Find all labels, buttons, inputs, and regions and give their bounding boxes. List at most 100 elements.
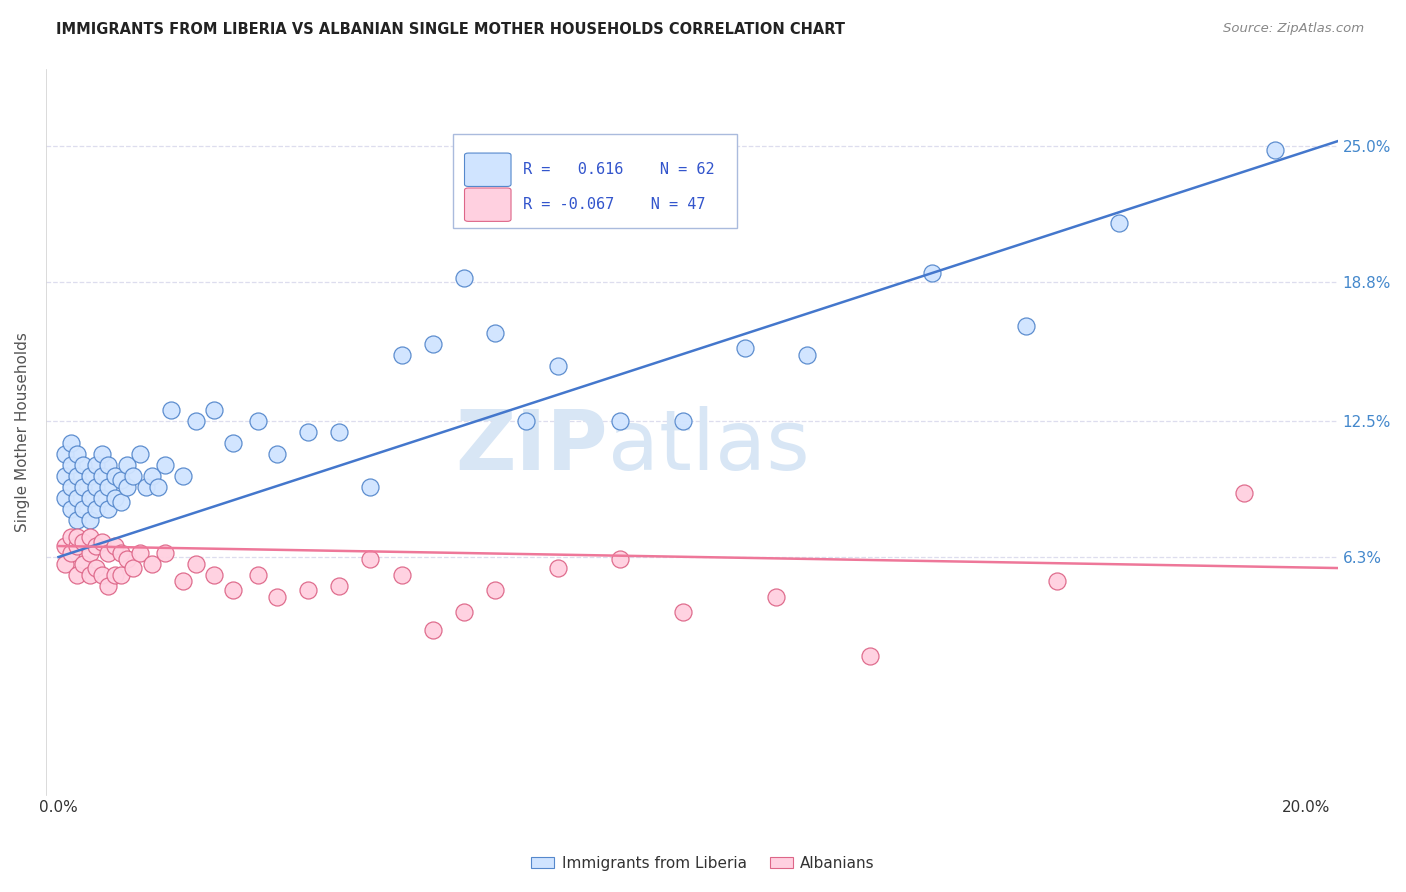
Point [859, 648, 882, 663]
Point [204, 402, 226, 417]
Point [1233, 486, 1256, 500]
Point [359, 480, 381, 494]
Point [422, 336, 444, 351]
Point [484, 582, 506, 597]
Point [53, 491, 76, 505]
Point [184, 414, 207, 428]
Point [222, 435, 245, 450]
Point [72, 480, 94, 494]
Point [104, 539, 127, 553]
Point [110, 567, 132, 582]
Point [59, 530, 82, 544]
Point [184, 557, 207, 571]
Point [79, 513, 101, 527]
Point [328, 425, 350, 439]
Point [609, 414, 631, 428]
Point [59, 480, 82, 494]
FancyBboxPatch shape [464, 153, 510, 186]
Point [115, 480, 138, 494]
Point [66, 513, 89, 527]
Point [515, 414, 537, 428]
FancyBboxPatch shape [453, 134, 737, 228]
Point [91, 491, 114, 505]
Point [59, 435, 82, 450]
Point [104, 491, 127, 505]
Point [79, 468, 101, 483]
Point [247, 567, 270, 582]
Point [547, 561, 569, 575]
Point [84, 561, 107, 575]
Point [204, 567, 226, 582]
Point [148, 480, 170, 494]
Point [110, 495, 132, 509]
Text: R =   0.616    N = 62: R = 0.616 N = 62 [523, 162, 714, 178]
Point [609, 552, 631, 566]
Point [671, 414, 693, 428]
Point [1046, 574, 1069, 589]
Point [72, 557, 94, 571]
Point [547, 359, 569, 373]
Point [328, 579, 350, 593]
Point [97, 480, 120, 494]
Point [266, 590, 288, 604]
Point [53, 557, 76, 571]
Point [97, 579, 120, 593]
Point [79, 567, 101, 582]
Text: atlas: atlas [607, 406, 810, 487]
Point [453, 270, 475, 285]
Point [91, 567, 114, 582]
Text: ZIP: ZIP [456, 406, 607, 487]
Point [734, 341, 756, 355]
Point [247, 414, 270, 428]
Point [66, 468, 89, 483]
Point [84, 501, 107, 516]
Point [1015, 318, 1038, 333]
Point [53, 468, 76, 483]
Point [53, 539, 76, 553]
Point [110, 546, 132, 560]
Point [72, 458, 94, 472]
Point [59, 458, 82, 472]
Point [153, 546, 176, 560]
Point [97, 546, 120, 560]
Point [128, 546, 150, 560]
Point [115, 552, 138, 566]
Point [266, 447, 288, 461]
Point [66, 539, 89, 553]
Point [115, 458, 138, 472]
Text: R = -0.067    N = 47: R = -0.067 N = 47 [523, 197, 706, 212]
Point [422, 623, 444, 637]
Point [172, 574, 194, 589]
Text: Source: ZipAtlas.com: Source: ZipAtlas.com [1223, 22, 1364, 36]
Point [66, 447, 89, 461]
Text: IMMIGRANTS FROM LIBERIA VS ALBANIAN SINGLE MOTHER HOUSEHOLDS CORRELATION CHART: IMMIGRANTS FROM LIBERIA VS ALBANIAN SING… [56, 22, 845, 37]
Point [53, 447, 76, 461]
Point [222, 582, 245, 597]
Legend: Immigrants from Liberia, Albanians: Immigrants from Liberia, Albanians [524, 850, 882, 877]
Point [141, 468, 163, 483]
Point [84, 539, 107, 553]
Point [91, 447, 114, 461]
Point [453, 605, 475, 619]
Y-axis label: Single Mother Households: Single Mother Households [15, 332, 30, 532]
Point [671, 605, 693, 619]
Point [391, 348, 413, 362]
Point [128, 447, 150, 461]
Point [91, 468, 114, 483]
Point [84, 480, 107, 494]
Point [72, 501, 94, 516]
Point [391, 567, 413, 582]
Point [79, 546, 101, 560]
Point [921, 266, 943, 280]
Point [66, 491, 89, 505]
Point [59, 501, 82, 516]
FancyBboxPatch shape [464, 188, 510, 221]
Point [297, 425, 319, 439]
Point [97, 458, 120, 472]
Point [122, 561, 145, 575]
Point [91, 534, 114, 549]
Point [297, 582, 319, 597]
Point [59, 546, 82, 560]
Point [72, 534, 94, 549]
Point [765, 590, 787, 604]
